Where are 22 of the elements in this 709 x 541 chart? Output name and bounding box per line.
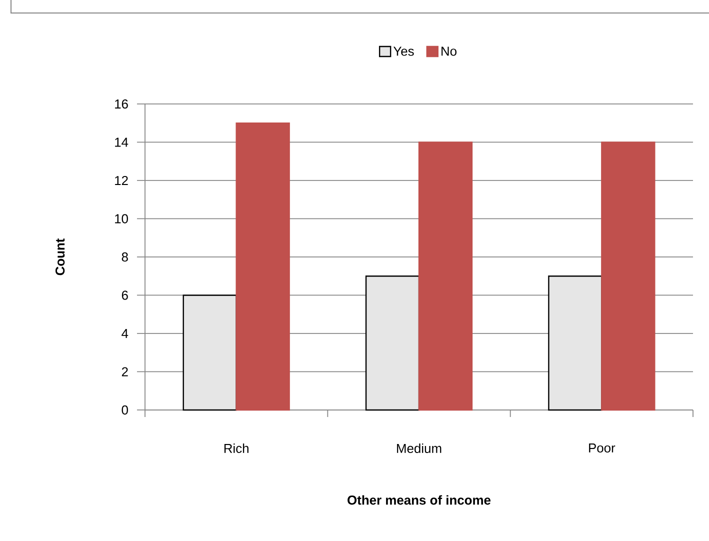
bar bbox=[365, 276, 420, 411]
y-tick-label: 10 bbox=[115, 214, 128, 224]
legend-label: Yes bbox=[393, 46, 414, 56]
y-tick-label: 4 bbox=[122, 329, 128, 338]
bar bbox=[548, 276, 602, 411]
y-tick-label: 16 bbox=[115, 99, 128, 109]
legend-label: No bbox=[442, 46, 456, 56]
x-tick-label: Poor bbox=[589, 444, 616, 453]
y-tick-label: 12 bbox=[115, 176, 128, 186]
bar bbox=[182, 294, 237, 411]
y-axis-title: Count bbox=[55, 238, 65, 276]
y-tick-label: 14 bbox=[115, 138, 128, 147]
bar bbox=[601, 142, 656, 411]
bar bbox=[236, 122, 290, 411]
y-tick-label: 2 bbox=[122, 367, 128, 376]
y-tick-label: 0 bbox=[122, 405, 128, 415]
x-tick-label: Medium bbox=[397, 444, 442, 454]
x-tick-label: Rich bbox=[224, 444, 248, 454]
y-tick-label: 8 bbox=[122, 252, 128, 262]
y-tick-label: 6 bbox=[122, 290, 128, 300]
x-axis-title: Other means of income bbox=[348, 495, 491, 505]
bar bbox=[418, 142, 473, 411]
